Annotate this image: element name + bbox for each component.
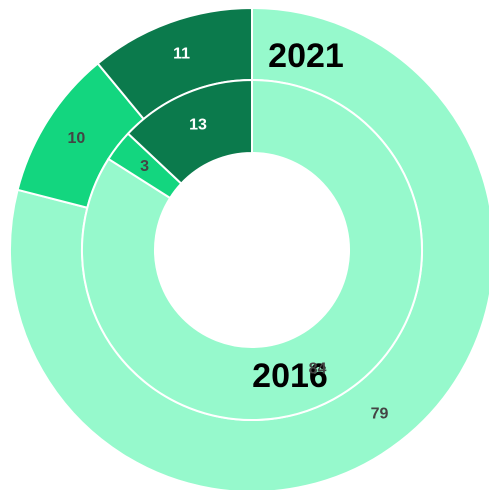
slice xyxy=(81,78,423,421)
slice xyxy=(126,78,253,186)
series-name: 2016 xyxy=(252,357,328,395)
series-name: 2021 xyxy=(268,37,344,75)
value-label: 84 xyxy=(309,360,327,377)
value-label: 79 xyxy=(371,406,389,423)
value-label: 11 xyxy=(173,46,190,63)
value-label: 10 xyxy=(67,130,85,147)
value-label: 3 xyxy=(140,158,149,175)
value-label: 13 xyxy=(189,116,207,133)
